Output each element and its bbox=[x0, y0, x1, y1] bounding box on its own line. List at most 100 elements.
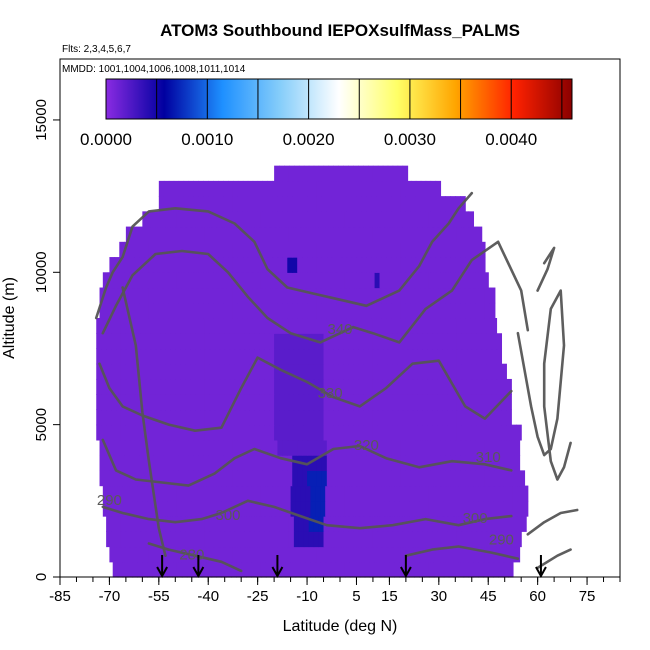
heatmap-cell bbox=[188, 439, 195, 456]
heatmap-cell bbox=[279, 165, 285, 182]
x-tick-label: -85 bbox=[49, 588, 71, 605]
heatmap-cell bbox=[130, 424, 137, 441]
heatmap-cell bbox=[422, 318, 428, 334]
heatmap-cell bbox=[282, 302, 288, 319]
heatmap-cell bbox=[333, 318, 339, 334]
heatmap-cell bbox=[435, 241, 442, 258]
heatmap-cell bbox=[284, 378, 290, 395]
heatmap-cell bbox=[316, 241, 323, 258]
heatmap-cell bbox=[445, 470, 451, 487]
heatmap-cell bbox=[344, 500, 351, 517]
heatmap-cell bbox=[414, 561, 420, 578]
heatmap-cell bbox=[213, 455, 219, 471]
heatmap-cell bbox=[277, 180, 283, 197]
heatmap-cell bbox=[279, 409, 285, 426]
heatmap-cell bbox=[200, 226, 206, 243]
heatmap-cell bbox=[415, 180, 422, 197]
heatmap-cell bbox=[279, 378, 285, 395]
heatmap-cell bbox=[125, 333, 132, 350]
contour-label: 310 bbox=[476, 449, 501, 466]
heatmap-cell bbox=[175, 318, 181, 334]
heatmap-cell bbox=[313, 165, 320, 182]
heatmap-cell bbox=[219, 333, 226, 350]
heatmap-cell bbox=[180, 531, 186, 548]
heatmap-cell bbox=[400, 546, 407, 563]
heatmap-cell bbox=[307, 241, 313, 258]
heatmap-cell bbox=[363, 333, 369, 350]
heatmap-cell bbox=[354, 211, 361, 228]
heatmap-cell bbox=[190, 394, 196, 411]
heatmap-cell bbox=[351, 470, 358, 487]
heatmap-cell bbox=[223, 455, 229, 471]
heatmap-cell bbox=[331, 180, 338, 197]
heatmap-cell bbox=[307, 302, 313, 319]
heatmap-cell bbox=[251, 272, 257, 289]
heatmap-cell bbox=[249, 378, 255, 395]
heatmap-cell bbox=[183, 302, 190, 319]
heatmap-cell bbox=[290, 561, 297, 578]
heatmap-cell bbox=[116, 363, 122, 380]
heatmap-cell bbox=[241, 211, 247, 228]
heatmap-cell bbox=[427, 531, 433, 548]
heatmap-cell bbox=[476, 394, 483, 411]
heatmap-cell bbox=[144, 257, 150, 273]
heatmap-cell bbox=[336, 287, 343, 304]
heatmap-cell bbox=[223, 196, 229, 212]
heatmap-cell bbox=[328, 333, 335, 350]
heatmap-cell bbox=[404, 500, 410, 517]
heatmap-cell bbox=[219, 409, 226, 426]
heatmap-cell bbox=[167, 500, 173, 517]
heatmap-cell bbox=[193, 455, 199, 471]
heatmap-cell bbox=[387, 394, 394, 411]
heatmap-cell bbox=[150, 333, 157, 350]
heatmap-cell bbox=[168, 196, 175, 212]
heatmap-cell bbox=[178, 287, 185, 304]
heatmap-cell bbox=[127, 561, 134, 578]
heatmap-cell bbox=[259, 394, 265, 411]
heatmap-cell bbox=[312, 470, 318, 487]
heatmap-cell bbox=[402, 531, 409, 548]
heatmap-cell bbox=[298, 516, 305, 532]
heatmap-cell bbox=[288, 165, 295, 182]
heatmap-cell bbox=[96, 424, 102, 441]
heatmap-cell bbox=[307, 196, 313, 212]
heatmap-cell bbox=[420, 546, 427, 563]
heatmap-cell bbox=[361, 302, 367, 319]
heatmap-cell bbox=[135, 226, 142, 243]
heatmap-cell bbox=[312, 241, 318, 258]
heatmap-cell bbox=[405, 257, 412, 273]
heatmap-cell bbox=[204, 363, 211, 380]
heatmap-cell bbox=[412, 363, 419, 380]
heatmap-cell bbox=[361, 196, 367, 212]
heatmap-cell bbox=[422, 424, 428, 441]
heatmap-cell bbox=[173, 257, 180, 273]
heatmap-cell bbox=[491, 333, 498, 350]
heatmap-cell bbox=[407, 333, 414, 350]
contour-line bbox=[101, 499, 513, 530]
heatmap-cell bbox=[475, 439, 481, 456]
heatmap-cell bbox=[264, 409, 270, 426]
heatmap-cell bbox=[120, 394, 127, 411]
heatmap-cell bbox=[399, 500, 405, 517]
heatmap-cell bbox=[353, 531, 359, 548]
heatmap-cell bbox=[402, 226, 409, 243]
heatmap-cell bbox=[185, 394, 191, 411]
heatmap-cell bbox=[190, 531, 196, 548]
heatmap-cell bbox=[499, 439, 506, 456]
heatmap-cell bbox=[363, 348, 369, 365]
heatmap-cell bbox=[153, 455, 160, 471]
heatmap-cell bbox=[219, 363, 226, 380]
heatmap-cell bbox=[422, 409, 428, 426]
heatmap-cell bbox=[420, 241, 427, 258]
heatmap-cell bbox=[480, 470, 486, 487]
heatmap-cell bbox=[432, 424, 438, 441]
heatmap-cell bbox=[280, 500, 287, 517]
heatmap-cell bbox=[195, 394, 201, 411]
heatmap-cell bbox=[392, 394, 399, 411]
heatmap-cell bbox=[318, 531, 325, 548]
heatmap-cell bbox=[226, 485, 232, 502]
heatmap-cell bbox=[125, 531, 132, 548]
contour-label: 340 bbox=[327, 321, 352, 338]
heatmap-cell bbox=[353, 378, 359, 395]
heatmap-cell bbox=[262, 470, 269, 487]
